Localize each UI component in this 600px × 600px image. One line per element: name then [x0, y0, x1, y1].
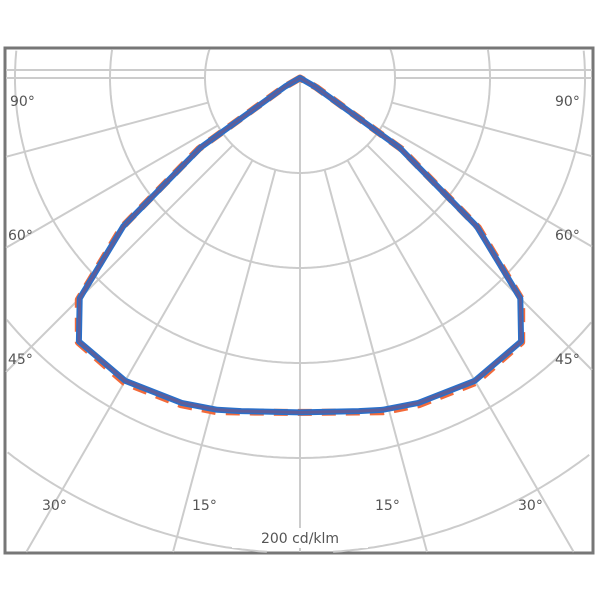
grid-spoke	[366, 144, 593, 371]
unit-label: 200 cd/klm	[261, 531, 339, 547]
grid-ring	[486, 49, 491, 78]
intensity-curves	[74, 74, 526, 416]
polar-grid	[5, 49, 593, 553]
grid-spoke	[381, 124, 593, 248]
label-left-90: 90°	[10, 94, 35, 110]
angle-labels: 90° 60° 45° 30° 15° 90° 60° 45° 30° 15° …	[8, 94, 580, 548]
label-right-30: 30°	[518, 498, 543, 514]
overlap-curve	[77, 76, 523, 414]
label-left-60: 60°	[8, 228, 33, 244]
grid-spoke	[5, 124, 219, 249]
grid-ring	[109, 49, 491, 269]
label-left-45: 45°	[8, 352, 33, 368]
label-left-15: 15°	[192, 498, 217, 514]
grid-ring	[389, 49, 396, 78]
grid-spoke	[25, 159, 254, 553]
grid-ring	[6, 319, 592, 459]
grid-spoke	[323, 169, 428, 553]
grid-ring	[333, 454, 590, 553]
grid-ring	[582, 50, 586, 78]
label-right-60: 60°	[555, 228, 580, 244]
label-left-30: 30°	[42, 498, 67, 514]
label-right-45: 45°	[555, 352, 580, 368]
grid-ring	[14, 50, 586, 364]
grid-spoke	[5, 144, 234, 373]
label-right-90: 90°	[555, 94, 580, 110]
grid-spoke	[346, 159, 575, 553]
grid-spoke	[5, 101, 209, 158]
grid-spoke	[391, 101, 593, 158]
unit-label-background	[232, 528, 368, 548]
grid-spoke	[172, 169, 277, 553]
grid-ring	[6, 451, 267, 553]
label-right-15: 15°	[375, 498, 400, 514]
